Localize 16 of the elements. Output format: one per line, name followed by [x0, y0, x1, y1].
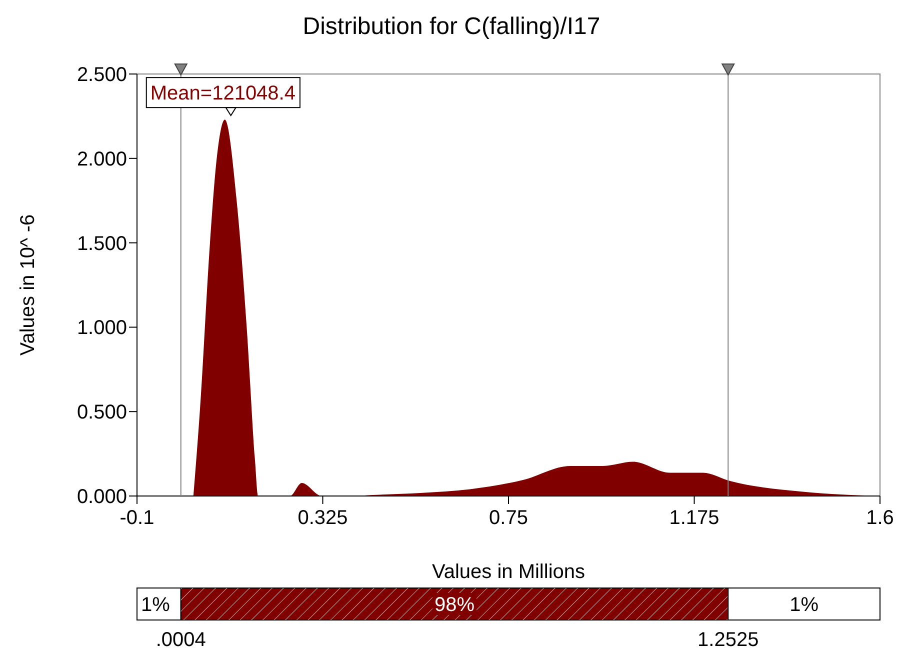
- y-tick-label: 1.500: [76, 232, 127, 255]
- y-tick-label: 2.500: [76, 64, 127, 86]
- y-tick-label: 0.000: [76, 486, 127, 508]
- x-tick-label: -0.1: [120, 507, 154, 529]
- annotation: Mean=121048.4: [150, 82, 296, 105]
- x-tick-label: 1.175: [669, 507, 720, 529]
- y-tick-label: 2.000: [76, 148, 127, 170]
- y-tick-label: 1.000: [76, 317, 127, 340]
- x-tick-label: 0.75: [489, 507, 528, 529]
- x-tick-label: 0.325: [298, 507, 348, 529]
- chart-title: Distribution for C(falling)/I17: [302, 13, 600, 40]
- y-tick-label: 0.500: [76, 402, 127, 424]
- percentile-strip: 1% 98% 1% .0004 1.2525: [136, 588, 880, 650]
- y-axis-title: Values in 10^ -6: [17, 214, 39, 356]
- x-axis-title: Values in Millions: [432, 561, 586, 583]
- x-tick-label: 1.6: [866, 507, 894, 529]
